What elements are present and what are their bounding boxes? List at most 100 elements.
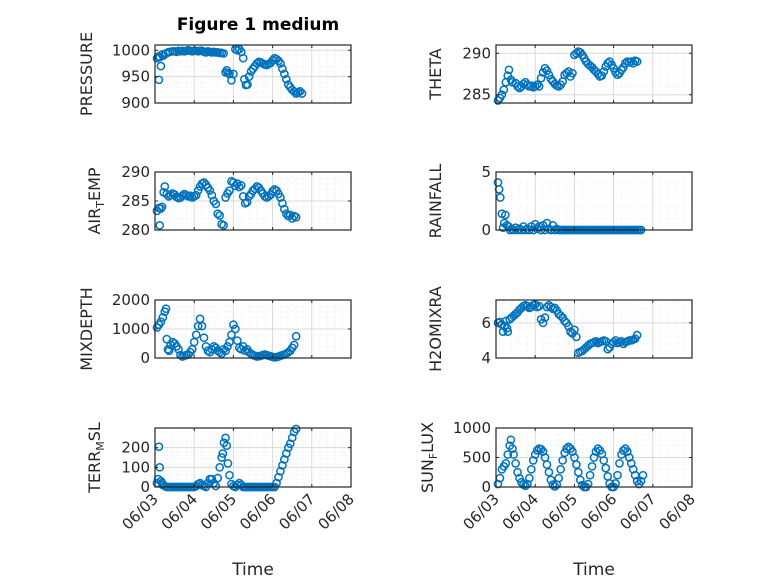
axes-box <box>495 44 693 104</box>
data-point <box>191 330 201 340</box>
y-axis-label: MIXDEPTH <box>77 287 96 370</box>
y-tick-label: 1000 <box>112 320 150 338</box>
y-tick-label: 900 <box>121 94 150 112</box>
y-axis: 280 285 290 <box>121 163 351 239</box>
data-point <box>532 446 542 455</box>
y-tick-label: 500 <box>462 449 491 467</box>
y-axis: 285 290 <box>462 44 692 104</box>
data-point <box>587 462 597 471</box>
x-tick-label: 06/08 <box>315 490 358 533</box>
x-axis <box>154 172 352 230</box>
x-tick-label: 06/03 <box>119 490 162 533</box>
data-point <box>536 444 546 454</box>
y-axis-label: THETA <box>426 48 445 100</box>
data-point <box>160 182 170 191</box>
minor-grid <box>496 171 692 231</box>
x-axis-label: Time <box>231 560 274 580</box>
data-point <box>217 453 226 462</box>
data-point <box>575 475 585 485</box>
data-point <box>603 58 613 68</box>
data-point <box>530 450 540 459</box>
x-axis <box>154 300 352 358</box>
data-point <box>280 204 289 214</box>
data-point <box>287 214 297 223</box>
plot-area <box>496 172 692 230</box>
data-point <box>613 470 622 480</box>
data-point <box>278 198 287 208</box>
y-tick-label: 285 <box>462 86 491 104</box>
data-point <box>615 459 624 468</box>
data-point <box>572 48 581 58</box>
data-point <box>231 324 240 334</box>
data-point <box>199 333 209 343</box>
data-point <box>244 72 254 81</box>
series-markers <box>493 47 642 105</box>
y-tick-label: 0 <box>140 349 150 367</box>
subplot-air_temp: 280 285 290 AIRTEMP <box>85 163 352 239</box>
data-point <box>523 301 532 311</box>
data-point <box>501 459 511 468</box>
data-point <box>219 221 228 230</box>
data-point <box>524 473 534 483</box>
data-point <box>628 58 638 68</box>
data-point <box>222 441 232 451</box>
y-axis-label: TERRMSL <box>85 422 107 494</box>
x-axis <box>495 172 693 230</box>
data-point <box>219 49 228 58</box>
minor-grid <box>496 44 692 104</box>
axes-box <box>154 427 352 488</box>
plot-area <box>155 428 351 487</box>
data-point <box>215 211 225 220</box>
data-point <box>511 459 520 468</box>
data-point <box>575 48 585 57</box>
data-point <box>544 70 554 80</box>
data-point <box>619 63 628 72</box>
data-point <box>221 433 230 443</box>
data-point <box>281 74 291 84</box>
data-point <box>506 435 516 445</box>
axes-box <box>495 299 693 359</box>
data-point <box>223 342 232 351</box>
y-tick-label: 0 <box>481 478 491 496</box>
data-point <box>556 464 566 474</box>
x-tick-label: 06/06 <box>236 490 279 533</box>
data-point <box>231 181 240 191</box>
data-point <box>632 57 642 66</box>
data-point <box>238 53 248 63</box>
data-point <box>280 69 289 79</box>
data-point <box>213 209 223 219</box>
data-point <box>207 190 217 200</box>
data-point <box>268 55 277 65</box>
y-tick-label: 0 <box>140 478 150 496</box>
data-point <box>601 463 611 473</box>
data-point <box>276 193 285 202</box>
subplot-mixdepth: 0 1000 2000 MIXDEPTH <box>77 287 352 371</box>
data-point <box>225 470 234 480</box>
data-point <box>560 448 569 458</box>
data-point <box>211 199 221 209</box>
data-point <box>521 481 530 491</box>
data-point <box>504 65 514 75</box>
axes-box <box>154 44 352 104</box>
data-point <box>542 460 552 469</box>
data-point <box>213 473 223 483</box>
y-tick-label: 950 <box>121 68 150 86</box>
data-point <box>291 424 301 434</box>
y-tick-label: 100 <box>121 458 150 476</box>
data-point <box>155 52 165 62</box>
data-point <box>155 221 165 230</box>
data-point <box>564 67 573 76</box>
data-point <box>289 340 299 350</box>
y-axis-label: AIRTEMP <box>85 167 107 234</box>
data-point <box>502 323 512 333</box>
data-point <box>229 320 238 329</box>
data-point <box>503 450 513 459</box>
data-point <box>166 190 176 200</box>
data-point <box>495 193 505 202</box>
data-point <box>236 180 246 190</box>
data-point <box>597 71 607 81</box>
data-point <box>227 330 236 340</box>
data-point <box>617 65 626 75</box>
data-point <box>538 318 548 328</box>
